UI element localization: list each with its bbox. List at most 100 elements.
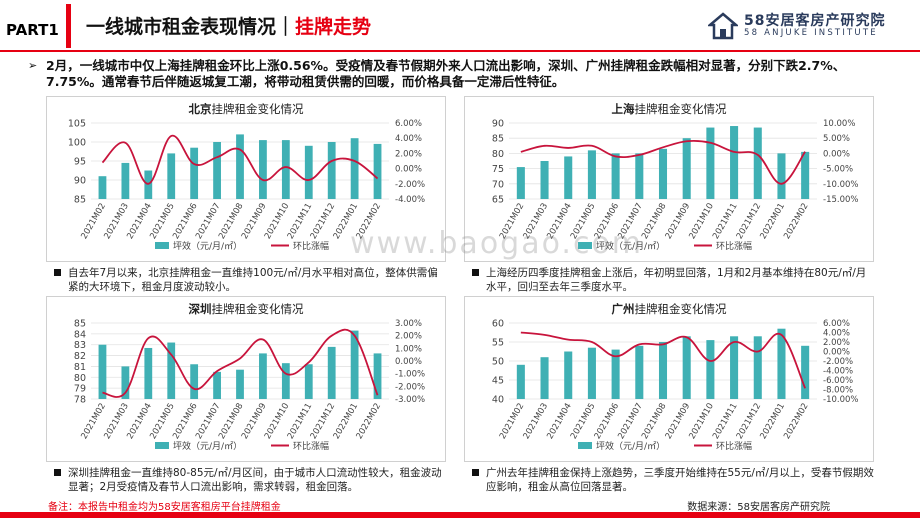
y-right-tick-label: -1.00% xyxy=(395,370,425,380)
y-right-tick-label: 2.00% xyxy=(395,332,422,342)
chart-panel-shenzhen: 深圳挂牌租金变化情况 78 79 80 81 82 83 84 85 -3.00% -2.00% -… xyxy=(46,296,446,462)
y-left-tick-label: 84 xyxy=(74,329,86,340)
y-right-tick-label: 0.00% xyxy=(823,348,850,358)
legend-bar-swatch xyxy=(155,442,169,449)
arrow-bullet-icon: ➢ xyxy=(28,59,38,72)
bar-2021M09 xyxy=(682,336,691,399)
bar-2021M03 xyxy=(121,162,130,199)
legend-line-label: 环比涨幅 xyxy=(716,240,752,252)
bar-2021M02 xyxy=(98,344,107,399)
chart-title: 北京挂牌租金变化情况 xyxy=(188,102,304,116)
note-shanghai-text: 上海经历四季度挂牌租金上涨后，年初明显回落，1月和2月基本维持在80元/㎡/月水… xyxy=(486,267,867,293)
y-left-tick-label: 55 xyxy=(492,338,504,349)
line-series-mom xyxy=(102,328,379,398)
bar-2021M12 xyxy=(327,142,336,199)
y-right-tick-label: -2.00% xyxy=(395,382,425,392)
part-label: PART1 xyxy=(6,21,59,39)
legend-bar-swatch xyxy=(578,242,592,249)
bar-2022M02 xyxy=(801,151,810,199)
bar-2021M04 xyxy=(564,351,573,399)
y-left-tick-label: 70 xyxy=(492,179,504,190)
y-left-tick-label: 105 xyxy=(68,119,86,130)
bar-2021M05 xyxy=(167,342,176,399)
bar-2021M08 xyxy=(236,369,244,399)
bar-2022M01 xyxy=(350,138,359,199)
square-bullet-icon xyxy=(54,269,61,276)
bar-2021M12 xyxy=(753,127,762,199)
square-bullet-icon xyxy=(472,469,479,476)
y-right-tick-label: -6.00% xyxy=(823,376,853,386)
page-title-main: 一线城市租金表现情况｜ xyxy=(86,16,296,38)
bar-2021M04 xyxy=(564,156,573,199)
y-right-tick-label: 0.00% xyxy=(395,165,422,175)
bar-2021M02 xyxy=(516,167,525,199)
chart-guangzhou: 40 45 50 55 60 -10.00%-8.00%-6.00%-4.00%-2.00… xyxy=(492,319,859,453)
legend-bar-swatch xyxy=(155,242,169,249)
y-right-tick-label: -10.00% xyxy=(823,395,858,405)
y-right-tick-label: -4.00% xyxy=(823,367,853,377)
bar-2021M05 xyxy=(167,153,176,199)
y-right-tick-label: 5.00% xyxy=(823,134,850,144)
bar-2021M09 xyxy=(259,353,267,399)
summary-body: 2月，一线城市中仅上海挂牌租金环比上涨0.56%。受疫情及春节假期外来人口流出影… xyxy=(46,58,846,89)
y-left-tick-label: 40 xyxy=(492,395,504,406)
bar-2021M10 xyxy=(281,140,290,199)
bar-2022M01 xyxy=(350,330,359,399)
bar-2021M07 xyxy=(635,153,644,199)
bar-2021M09 xyxy=(259,140,267,199)
bar-2021M10 xyxy=(706,127,715,199)
y-left-tick-label: 80 xyxy=(492,149,504,160)
note-shenzhen-text: 深圳挂牌租金一直维持80-85元/㎡/月区间，由于城市人口流动性较大，租金波动显… xyxy=(68,467,442,493)
brand-name: 58安居客房产研究院 xyxy=(744,13,886,29)
bar-2021M12 xyxy=(753,336,762,399)
footer-note: 备注：本报告中租金均为58安居客租房平台挂牌租金 xyxy=(48,502,281,513)
page-title-highlight: 挂牌走势 xyxy=(295,16,372,38)
y-left-tick-label: 45 xyxy=(492,376,504,387)
y-right-tick-label: -10.00% xyxy=(823,180,858,190)
y-left-tick-label: 65 xyxy=(492,195,504,206)
y-left-tick-label: 80 xyxy=(74,373,86,384)
summary-text: ➢ 2月，一线城市中仅上海挂牌租金环比上涨0.56%。受疫情及春节假期外来人口流… xyxy=(28,58,866,90)
bar-2021M06 xyxy=(611,153,620,199)
y-right-tick-label: -3.00% xyxy=(395,395,425,405)
chart-panel-beijing: 北京挂牌租金变化情况 85 90 95 100 105 -4.00% -2.00% 0.00%… xyxy=(46,96,446,262)
bar-2021M07 xyxy=(213,142,221,199)
y-right-tick-label: -8.00% xyxy=(823,386,853,396)
bar-2021M04 xyxy=(144,347,153,399)
bar-2021M11 xyxy=(304,145,313,199)
bar-2021M02 xyxy=(98,176,107,199)
y-left-tick-label: 100 xyxy=(68,138,86,149)
bar-2022M02 xyxy=(373,143,382,199)
chart-title: 广州挂牌租金变化情况 xyxy=(611,302,727,316)
bar-2021M05 xyxy=(587,347,596,399)
bar-2021M06 xyxy=(190,147,199,199)
line-series-mom xyxy=(520,331,806,389)
y-left-tick-label: 81 xyxy=(74,362,86,373)
bar-2021M10 xyxy=(281,363,290,399)
brand-subtitle: 58 ANJUKE INSTITUTE xyxy=(744,28,878,38)
y-left-tick-label: 85 xyxy=(74,319,86,330)
bar-2021M12 xyxy=(327,346,336,399)
bar-2022M01 xyxy=(777,153,786,199)
y-right-tick-label: 1.00% xyxy=(395,344,422,354)
y-right-tick-label: -4.00% xyxy=(395,195,425,205)
bar-2021M08 xyxy=(236,134,244,199)
legend-bar-label: 坪效（元/月/㎡） xyxy=(173,240,242,252)
y-left-tick-label: 85 xyxy=(74,195,86,206)
y-left-tick-label: 60 xyxy=(492,319,504,330)
chart-panel-guangzhou: 广州挂牌租金变化情况 40 45 50 55 60 -10.00% -8.00% -6.00%… xyxy=(464,296,874,462)
line-series-mom xyxy=(101,135,379,185)
chart-title: 上海挂牌租金变化情况 xyxy=(611,102,727,116)
y-left-tick-label: 90 xyxy=(492,119,504,130)
legend-bar-label: 坪效（元/月/㎡） xyxy=(596,240,665,252)
page-title: 一线城市租金表现情况｜挂牌走势 xyxy=(86,14,371,40)
bar-2021M08 xyxy=(658,148,668,199)
bar-2021M03 xyxy=(540,357,549,399)
bar-2022M01 xyxy=(777,328,786,399)
y-left-tick-label: 50 xyxy=(492,357,504,368)
bar-2022M02 xyxy=(801,345,810,399)
watermark: www.baogao.com xyxy=(350,226,644,261)
note-shanghai: 上海经历四季度挂牌租金上涨后，年初明显回落，1月和2月基本维持在80元/㎡/月水… xyxy=(472,266,874,294)
note-guangzhou: 广州去年挂牌租金保持上涨趋势，三季度开始维持在55元/㎡/月以上，受春节假期效应… xyxy=(472,466,874,494)
